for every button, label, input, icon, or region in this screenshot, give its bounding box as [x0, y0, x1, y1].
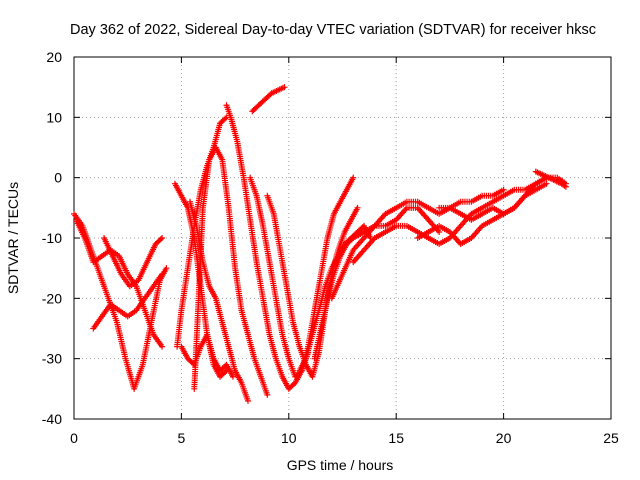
y-axis-label: SDTVAR / TECUs [5, 182, 21, 294]
y-tick-label: 20 [46, 49, 62, 65]
x-tick-label: 0 [70, 430, 78, 446]
series-track-8 [191, 144, 271, 398]
x-tick-label: 20 [496, 430, 512, 446]
data-point [159, 271, 166, 278]
data-point [436, 228, 443, 235]
data-point [157, 236, 164, 243]
series-track-9 [186, 198, 251, 404]
x-tick-label: 15 [388, 430, 404, 446]
y-tick-label: 0 [54, 170, 62, 186]
x-tick-label: 25 [603, 430, 619, 446]
y-tick-label: -20 [42, 290, 62, 306]
series-track-4 [101, 235, 166, 290]
series-track-11 [247, 174, 357, 380]
data-point [264, 391, 271, 398]
data-point [163, 265, 170, 272]
data-point [350, 174, 357, 181]
series-track-1 [71, 210, 170, 392]
series-track-16 [328, 186, 507, 302]
axis-ticks: 0 5 10 15 20 25 -40 -30 -20 -10 0 10 20 [42, 49, 619, 446]
data-point [348, 236, 355, 243]
data-point [222, 115, 229, 122]
data-point [354, 204, 361, 211]
data-point [159, 343, 166, 350]
series-track-3 [90, 271, 166, 332]
y-tick-label: -10 [42, 230, 62, 246]
x-tick-label: 5 [178, 430, 186, 446]
data-point [229, 373, 236, 380]
y-tick-label: -30 [42, 351, 62, 367]
chart-title: Day 362 of 2022, Sidereal Day-to-day VTE… [70, 22, 596, 38]
data-point [159, 235, 166, 241]
data-point [562, 183, 569, 190]
data-points [71, 84, 569, 404]
y-tick-label: 10 [46, 109, 62, 125]
data-point [543, 180, 550, 187]
series-track-14 [249, 84, 288, 115]
series-track-12 [264, 192, 361, 380]
y-tick-label: -40 [42, 411, 62, 427]
data-point [500, 186, 507, 193]
series-track-20 [532, 168, 569, 190]
data-point [281, 84, 288, 91]
x-axis-label: GPS time / hours [287, 457, 394, 473]
series-track-19 [436, 174, 550, 223]
data-point [244, 397, 251, 404]
x-tick-label: 10 [281, 430, 297, 446]
